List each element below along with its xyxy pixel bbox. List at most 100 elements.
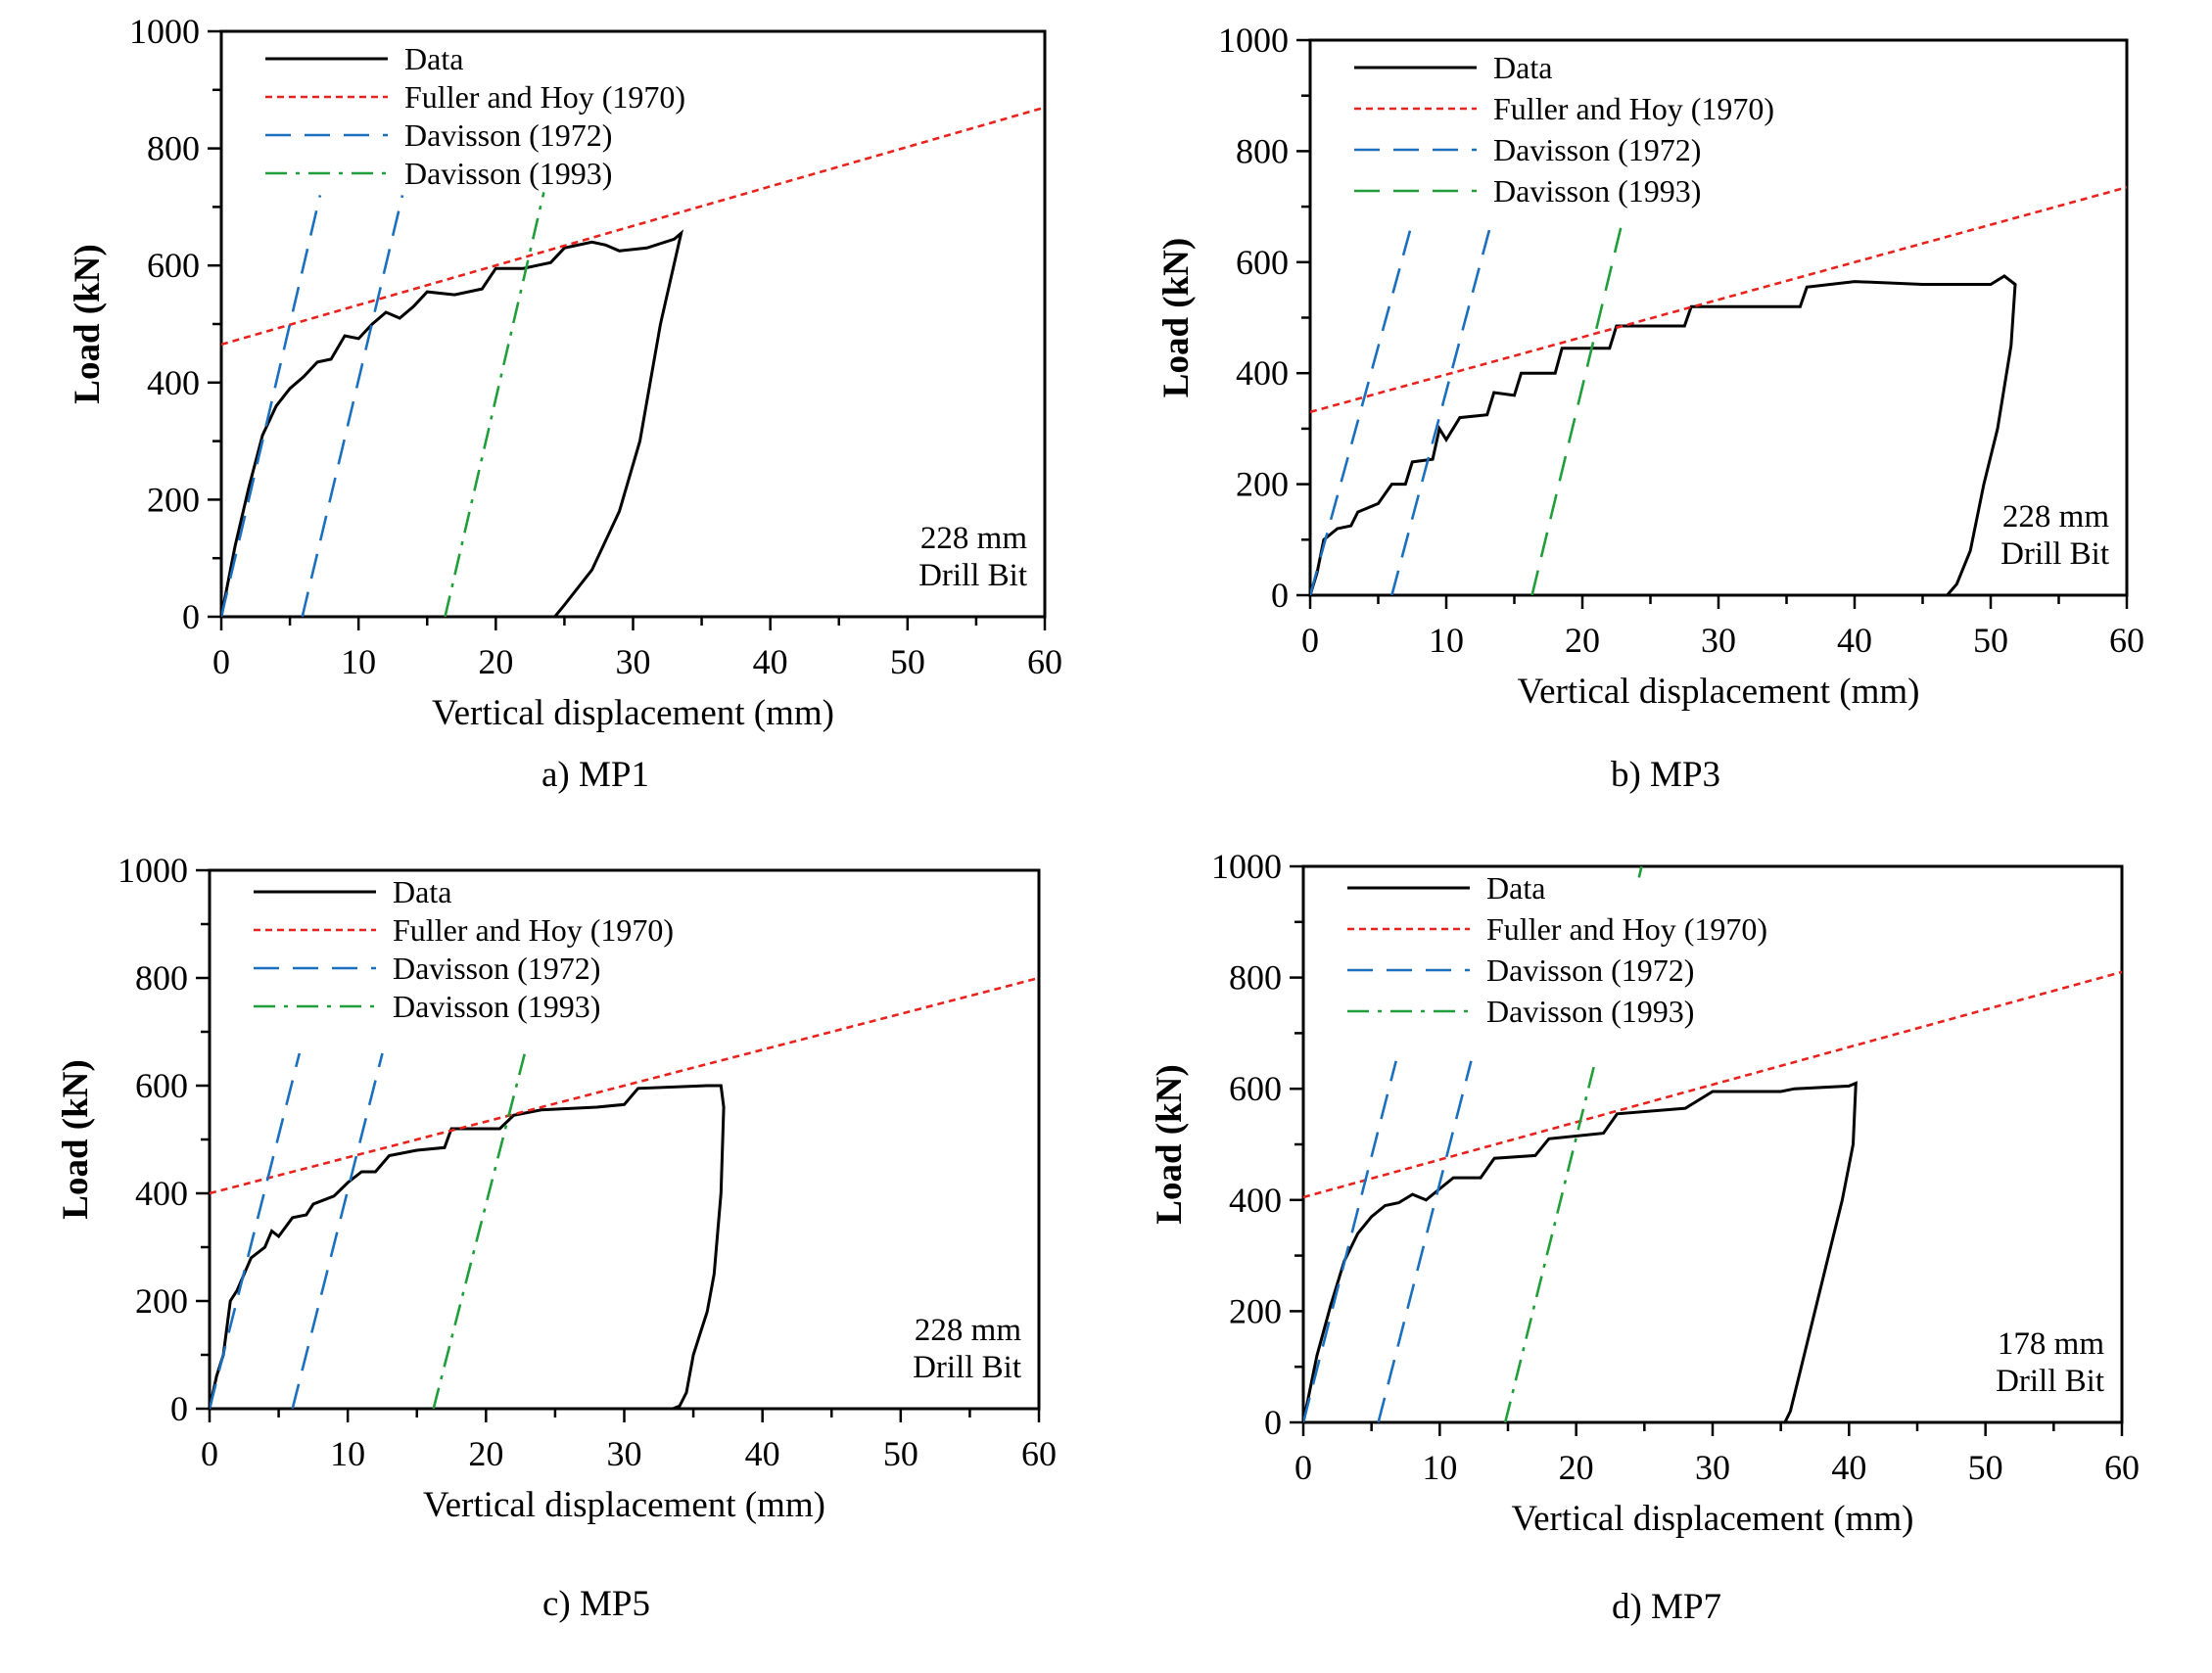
y-tick-label: 1000 <box>129 12 200 51</box>
x-tick-label: 50 <box>890 642 925 681</box>
series-line-data <box>1303 1081 1858 1422</box>
x-axis-label: Vertical displacement (mm) <box>1512 1499 1914 1539</box>
x-tick-label: 30 <box>1701 621 1736 660</box>
x-tick-label: 10 <box>330 1434 365 1473</box>
x-tick-label: 30 <box>616 642 651 681</box>
x-tick-label: 30 <box>607 1434 642 1473</box>
series-group <box>1310 186 2127 595</box>
series-line-data <box>221 229 684 617</box>
x-axis-label: Vertical displacement (mm) <box>1518 672 1920 712</box>
panel-caption: a) MP1 <box>541 755 649 795</box>
x-tick-label: 40 <box>753 642 788 681</box>
y-tick-label: 1000 <box>1211 847 1282 886</box>
series-line-fuller-and-hoy-1970 <box>1310 186 2127 414</box>
series-line-fuller-and-hoy-1970 <box>210 976 1039 1195</box>
x-tick-label: 60 <box>2109 621 2144 660</box>
y-tick-label: 600 <box>135 1066 188 1105</box>
legend-label: Davisson (1993) <box>404 156 612 191</box>
series-line-davisson-1993 <box>1637 866 1643 878</box>
y-tick-label: 200 <box>1236 465 1289 504</box>
y-tick-label: 400 <box>1229 1181 1282 1220</box>
series-line-davisson-1993 <box>432 1052 527 1409</box>
drill-bit-annotation: Drill Bit <box>1996 1364 2104 1399</box>
series-line-fuller-and-hoy-1970 <box>221 106 1045 347</box>
x-tick-label: 30 <box>1695 1448 1730 1487</box>
x-tick-label: 10 <box>1429 621 1464 660</box>
x-tick-label: 60 <box>1021 1434 1057 1473</box>
drill-bit-annotation: 228 mm <box>920 521 1027 556</box>
legend-label: Fuller and Hoy (1970) <box>1486 911 1767 947</box>
legend-label: Fuller and Hoy (1970) <box>393 912 674 948</box>
legend-label: Davisson (1972) <box>404 117 612 153</box>
series-line-davisson-1972 <box>210 1052 302 1409</box>
y-tick-label: 0 <box>1271 576 1289 615</box>
drill-bit-annotation: 178 mm <box>1998 1326 2104 1362</box>
series-line-davisson-1972 <box>1303 1060 1397 1422</box>
x-tick-label: 60 <box>2104 1448 2140 1487</box>
series-line-davisson-1972 <box>301 195 404 617</box>
drill-bit-annotation: Drill Bit <box>913 1350 1021 1385</box>
x-tick-label: 20 <box>1565 621 1600 660</box>
series-group <box>1303 866 2122 1422</box>
series-line-davisson-1993 <box>1503 1060 1597 1422</box>
series-group <box>210 976 1039 1409</box>
legend-label: Davisson (1993) <box>1486 994 1694 1029</box>
y-tick-label: 400 <box>135 1174 188 1213</box>
y-tick-label: 400 <box>147 363 200 402</box>
x-tick-label: 50 <box>1973 621 2008 660</box>
y-tick-label: 800 <box>147 129 200 168</box>
y-tick-label: 400 <box>1236 353 1289 393</box>
y-tick-label: 0 <box>170 1389 188 1428</box>
y-tick-label: 800 <box>1229 958 1282 998</box>
panel-caption: c) MP5 <box>542 1584 650 1624</box>
series-line-data <box>210 1084 726 1409</box>
legend-label: Davisson (1972) <box>393 951 600 986</box>
legend-label: Davisson (1972) <box>1486 953 1694 988</box>
legend-label: Fuller and Hoy (1970) <box>404 79 685 115</box>
x-tick-label: 20 <box>468 1434 503 1473</box>
series-line-davisson-1972 <box>1377 1060 1473 1422</box>
y-tick-label: 800 <box>135 958 188 998</box>
drill-bit-annotation: Drill Bit <box>918 558 1027 593</box>
series-line-davisson-1972 <box>291 1052 384 1409</box>
drill-bit-annotation: 228 mm <box>2002 499 2109 534</box>
series-line-fuller-and-hoy-1970 <box>1303 970 2122 1199</box>
legend-label: Davisson (1972) <box>1493 132 1701 167</box>
x-tick-label: 10 <box>341 642 376 681</box>
legend-label: Data <box>404 41 463 76</box>
x-tick-label: 0 <box>1301 621 1319 660</box>
y-axis-label: Load (kN) <box>1156 238 1197 397</box>
x-tick-label: 50 <box>1968 1448 2003 1487</box>
x-tick-label: 0 <box>212 642 230 681</box>
legend-label: Data <box>1493 50 1552 85</box>
y-axis-label: Load (kN) <box>1150 1064 1190 1224</box>
y-tick-label: 0 <box>1264 1403 1282 1442</box>
y-axis-label: Load (kN) <box>68 244 108 403</box>
legend-label: Data <box>1486 870 1545 906</box>
x-tick-label: 60 <box>1027 642 1062 681</box>
y-tick-label: 600 <box>1229 1069 1282 1108</box>
x-axis-label: Vertical displacement (mm) <box>423 1485 825 1525</box>
x-axis-label: Vertical displacement (mm) <box>432 693 834 733</box>
legend-label: Fuller and Hoy (1970) <box>1493 91 1774 126</box>
series-line-davisson-1972 <box>221 195 322 617</box>
series-group <box>221 106 1045 617</box>
x-tick-label: 0 <box>1294 1448 1312 1487</box>
x-tick-label: 20 <box>1559 1448 1594 1487</box>
drill-bit-annotation: 228 mm <box>915 1313 1021 1348</box>
legend-label: Data <box>393 874 451 909</box>
drill-bit-annotation: Drill Bit <box>2000 536 2109 572</box>
x-tick-label: 40 <box>745 1434 780 1473</box>
series-line-davisson-1972 <box>1390 217 1494 595</box>
x-tick-label: 0 <box>201 1434 218 1473</box>
series-line-davisson-1972 <box>1310 217 1415 595</box>
series-line-data <box>1310 274 2017 595</box>
series-line-davisson-1993 <box>444 192 545 617</box>
y-tick-label: 800 <box>1236 131 1289 170</box>
legend-label: Davisson (1993) <box>1493 173 1701 209</box>
y-tick-label: 0 <box>182 597 200 636</box>
y-tick-label: 1000 <box>118 851 188 890</box>
